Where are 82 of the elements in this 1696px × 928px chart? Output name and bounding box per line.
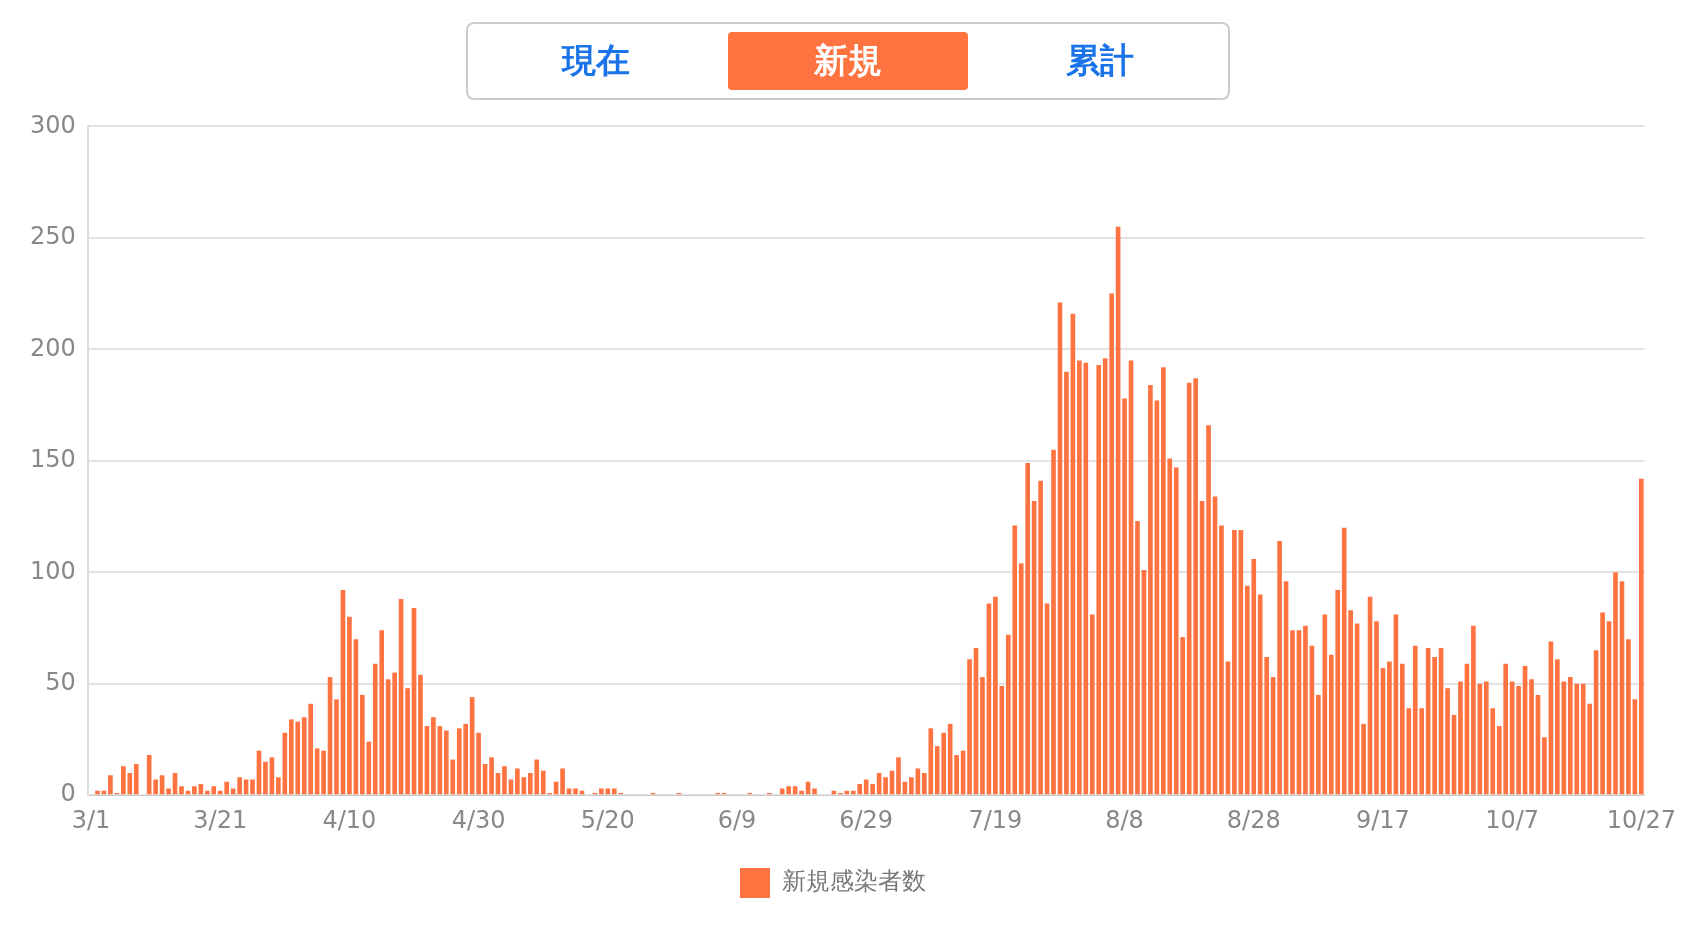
y-tick-label: 0 xyxy=(60,779,76,808)
bar xyxy=(1206,425,1211,795)
bar xyxy=(1432,656,1437,795)
x-tick-label: 6/29 xyxy=(839,805,894,834)
bar xyxy=(431,717,436,795)
bar xyxy=(1374,621,1379,795)
x-tick-label: 9/17 xyxy=(1356,805,1410,834)
bar xyxy=(1148,385,1153,795)
bar xyxy=(883,777,888,795)
bar xyxy=(812,788,817,795)
bar xyxy=(1361,723,1366,795)
x-tick-label: 8/28 xyxy=(1226,805,1281,834)
bar xyxy=(515,768,520,795)
bar xyxy=(1277,541,1282,795)
x-tick-label: 5/20 xyxy=(580,805,635,834)
text: 累計 xyxy=(1065,39,1135,82)
x-tick-label: 3/1 xyxy=(71,805,111,834)
bar xyxy=(502,766,507,795)
bar xyxy=(1542,737,1547,795)
bar xyxy=(1516,685,1521,795)
bar xyxy=(980,677,985,795)
legend-label: 新規感染者数 xyxy=(782,867,926,896)
x-tick-label: 3/21 xyxy=(193,805,248,834)
bar xyxy=(1471,625,1476,795)
y-tick-label: 300 xyxy=(30,110,76,139)
y-tick-label: 250 xyxy=(30,222,76,251)
text: 新規 xyxy=(728,32,968,90)
bar xyxy=(95,790,100,795)
bar xyxy=(1064,371,1069,795)
bar xyxy=(1387,661,1392,795)
bar xyxy=(909,777,914,795)
bar xyxy=(418,674,423,795)
bar xyxy=(1135,520,1140,795)
y-tick-label: 100 xyxy=(30,556,76,585)
y-tick-label: 200 xyxy=(30,333,76,362)
bar xyxy=(560,768,565,795)
y-tick-label: 50 xyxy=(45,667,76,696)
bar xyxy=(1038,480,1043,795)
bar xyxy=(896,757,901,795)
bar xyxy=(1626,639,1631,795)
bar xyxy=(1122,398,1127,795)
bar xyxy=(954,755,959,795)
x-tick-label: 4/30 xyxy=(451,805,506,834)
x-tick-label: 10/27 xyxy=(1606,805,1676,834)
bar xyxy=(108,775,113,795)
bar xyxy=(321,750,326,795)
bar xyxy=(250,779,255,795)
bar xyxy=(993,596,998,795)
bar xyxy=(237,777,242,795)
bar xyxy=(573,788,578,795)
bar xyxy=(799,790,804,795)
bar xyxy=(1193,378,1198,795)
bar xyxy=(1232,529,1237,795)
x-tick-label: 4/10 xyxy=(322,805,377,834)
bar xyxy=(405,688,410,795)
y-tick-label: 150 xyxy=(30,445,76,474)
bar xyxy=(1600,612,1605,795)
x-tick-label: 8/8 xyxy=(1105,805,1144,834)
bar xyxy=(1290,630,1295,795)
text: 現在 xyxy=(560,39,631,82)
bar xyxy=(1303,625,1308,795)
bar xyxy=(1219,525,1224,795)
bar xyxy=(1639,478,1644,795)
bar xyxy=(166,788,171,795)
x-tick-label: 10/7 xyxy=(1485,805,1540,834)
bar xyxy=(1051,449,1056,795)
bar xyxy=(489,757,494,795)
bar xyxy=(334,699,339,795)
bar xyxy=(276,777,281,795)
bar xyxy=(133,763,139,795)
bar xyxy=(1458,681,1463,795)
bar xyxy=(347,616,352,795)
bar xyxy=(1613,572,1618,795)
bar xyxy=(263,761,268,795)
bar xyxy=(179,786,184,795)
bar xyxy=(192,786,197,795)
x-tick-label: 6/9 xyxy=(717,805,757,834)
bar xyxy=(476,732,481,795)
x-tick-label: 7/19 xyxy=(968,805,1023,834)
bar xyxy=(1445,688,1450,795)
bar xyxy=(1529,679,1534,795)
bar xyxy=(967,659,972,795)
